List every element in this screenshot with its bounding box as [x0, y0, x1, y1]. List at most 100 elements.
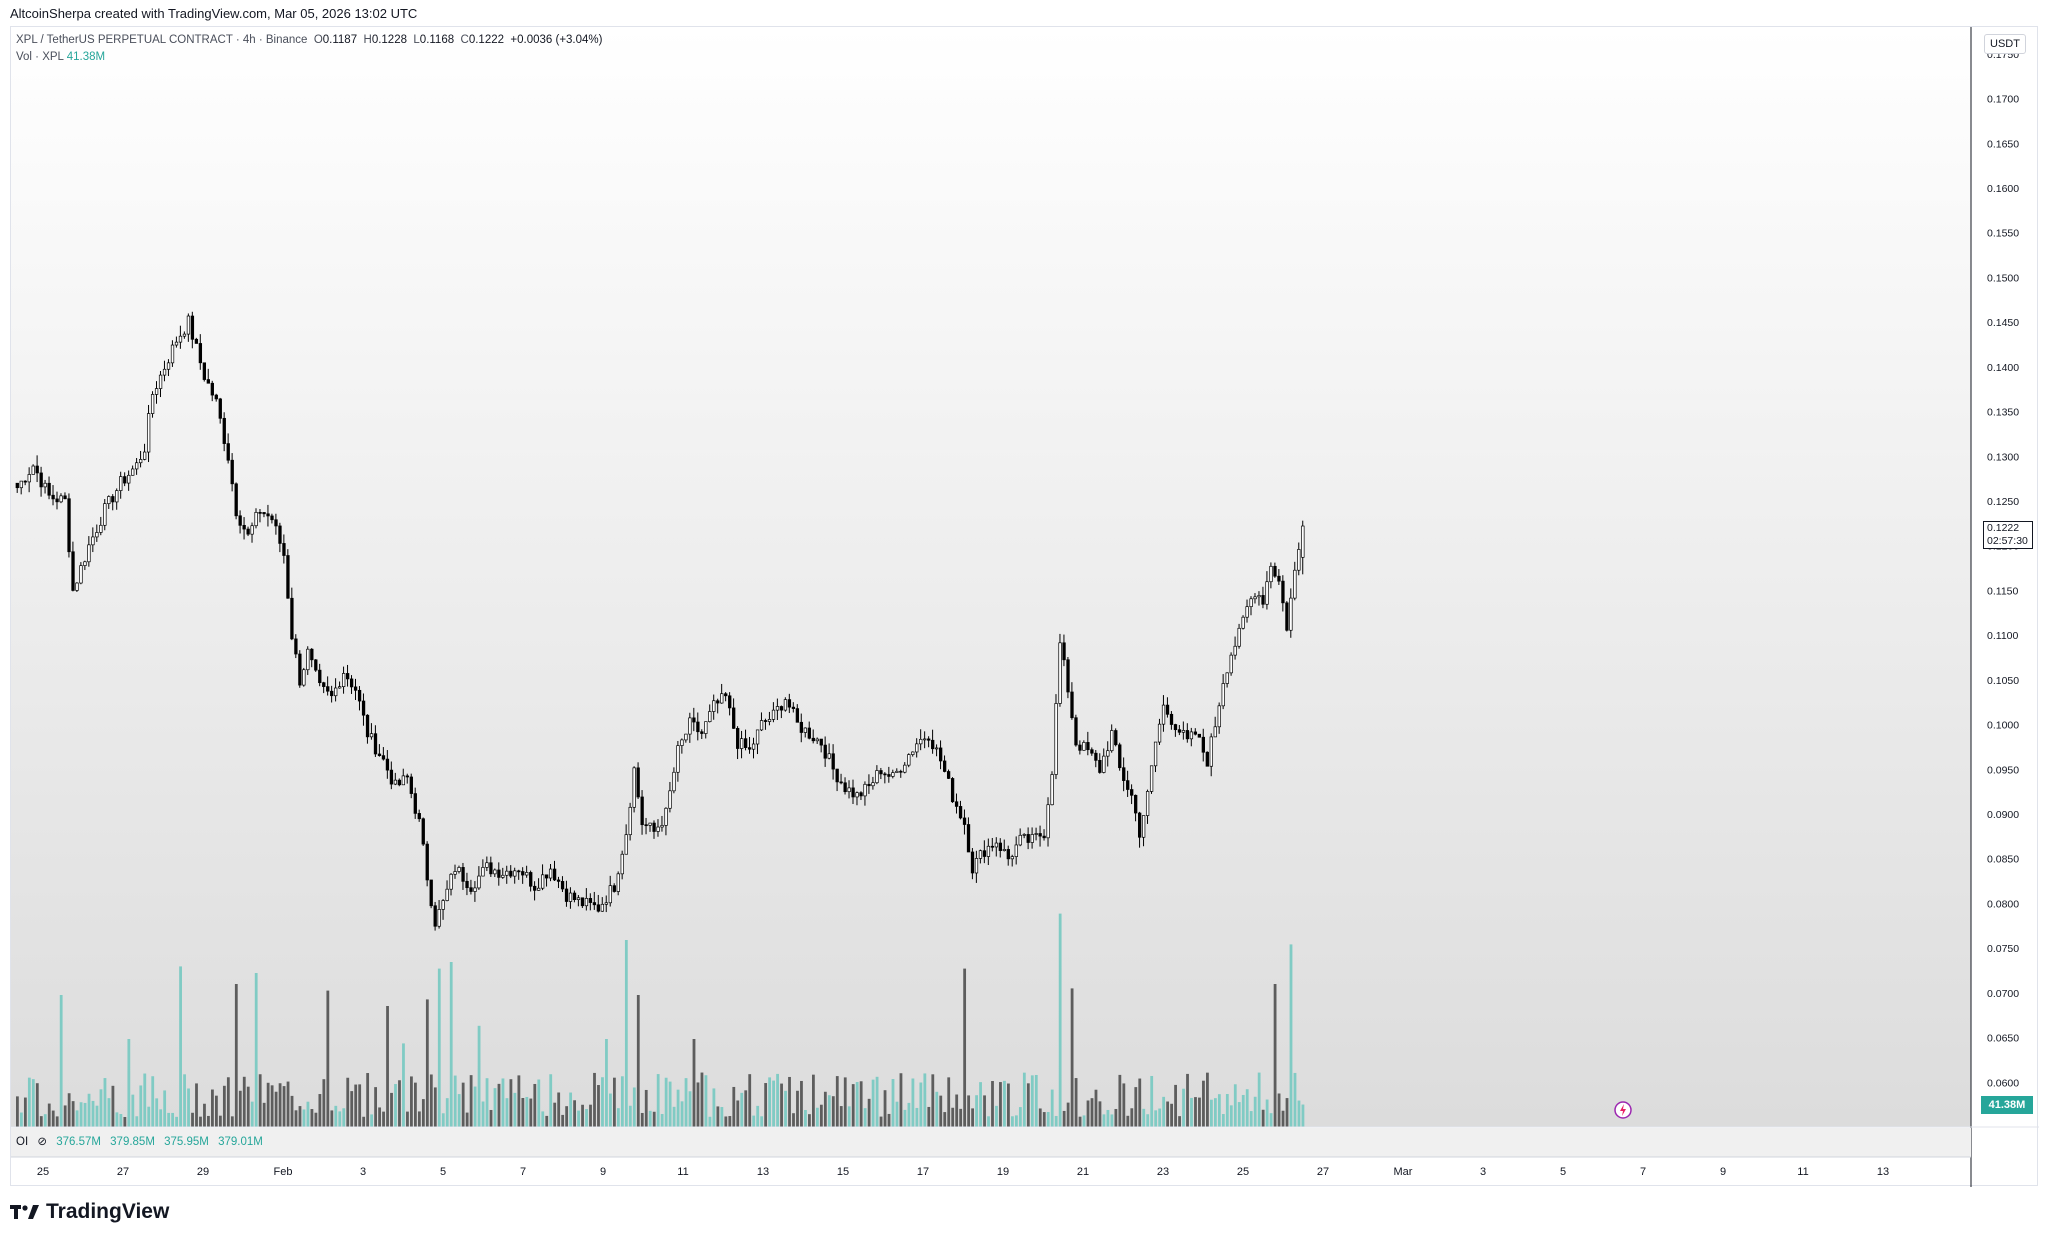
volume-bar — [211, 1089, 214, 1127]
candle — [1293, 561, 1297, 601]
candle — [310, 648, 314, 668]
volume-bar — [139, 1085, 143, 1127]
price-tick-label: 0.1400 — [1987, 362, 2019, 374]
volume-bar — [207, 1115, 210, 1127]
volume-bar — [1154, 1110, 1158, 1127]
volume-bar — [1245, 1089, 1249, 1127]
volume-bar — [1038, 1108, 1042, 1127]
volume-bar — [51, 1110, 55, 1127]
price-tick-label: 0.1300 — [1987, 451, 2019, 463]
currency-selector[interactable]: USDT — [1984, 34, 2026, 54]
volume-bar — [672, 1106, 676, 1127]
volume-bar — [947, 1077, 951, 1127]
candle — [71, 541, 75, 592]
volume-bar — [959, 1108, 963, 1127]
volume-bar — [1138, 1078, 1142, 1127]
candle — [107, 495, 111, 509]
volume-bar — [250, 1101, 254, 1127]
volume-bar — [847, 1106, 851, 1127]
candle — [1201, 728, 1205, 762]
candle — [365, 714, 370, 744]
candle — [1177, 725, 1182, 736]
price-chart[interactable]: 0.17500.17000.16500.16000.15500.15000.14… — [11, 27, 2039, 1187]
volume-bar — [692, 1039, 696, 1127]
candle — [39, 466, 43, 497]
volume-bar — [366, 1073, 370, 1127]
candle — [306, 646, 310, 675]
candle — [290, 587, 294, 641]
volume-bar — [222, 1085, 226, 1127]
candle — [425, 841, 429, 887]
time-tick-label: Mar — [1394, 1166, 1413, 1178]
volume-bar — [732, 1086, 736, 1127]
price-tick-label: 0.1250 — [1987, 496, 2019, 508]
volume-bar — [1202, 1080, 1205, 1127]
candle — [1165, 697, 1170, 718]
candle — [453, 864, 457, 879]
volume-bar — [1030, 1075, 1034, 1127]
candle — [879, 767, 883, 780]
eye-off-icon[interactable]: ⊘ — [37, 1136, 47, 1148]
tradingview-brand[interactable]: TradingView — [10, 1200, 169, 1224]
candle — [1102, 748, 1106, 774]
candle — [548, 863, 553, 882]
candle — [55, 491, 59, 510]
lightning-alert-icon[interactable] — [1614, 1101, 1632, 1119]
candle — [1245, 599, 1249, 623]
candle — [911, 751, 915, 757]
chart-frame[interactable]: 0.1750 0.1700 0.1650 0.1600 0.1550 0.1500 0.14… — [10, 26, 2039, 1187]
candle — [644, 817, 648, 835]
volume-bar — [314, 1112, 318, 1127]
candle — [63, 492, 67, 500]
volume-bar — [111, 1085, 115, 1127]
candle — [684, 733, 688, 743]
candle — [461, 862, 465, 890]
oi-label[interactable]: OI — [16, 1136, 29, 1148]
candle — [254, 508, 258, 529]
volume-bar — [565, 1106, 569, 1127]
open-label: O — [313, 34, 323, 46]
volume-bar — [688, 1091, 692, 1127]
volume-bar — [1146, 1114, 1150, 1127]
volume-bar — [394, 1084, 397, 1127]
volume-bar — [1046, 1112, 1050, 1127]
volume-bar — [262, 1102, 266, 1127]
candle — [624, 824, 628, 855]
volume-bar — [768, 1077, 772, 1127]
volume-bar — [270, 1085, 274, 1127]
candle — [907, 753, 911, 768]
candle — [334, 678, 338, 702]
volume-label[interactable]: Vol · XPL — [16, 51, 64, 63]
candle — [533, 881, 537, 901]
candle — [974, 850, 979, 883]
candle — [990, 837, 995, 852]
symbol-label[interactable]: XPL / TetherUS PERPETUAL CONTRACT · 4h ·… — [16, 34, 308, 46]
candle — [373, 725, 378, 757]
volume-bar — [226, 1077, 230, 1127]
volume-bar — [1062, 1110, 1066, 1127]
volume-bar — [67, 1093, 71, 1127]
candle — [1229, 652, 1233, 676]
volume-bar — [871, 1079, 875, 1127]
volume-bar — [712, 1088, 716, 1127]
candle — [779, 705, 784, 719]
candle — [1122, 757, 1126, 792]
volume-bar — [406, 1111, 409, 1127]
volume-bar — [218, 1115, 222, 1127]
candle — [298, 650, 302, 688]
volume-bar — [752, 1115, 756, 1127]
volume-bar — [1050, 1089, 1054, 1127]
candle — [338, 681, 342, 689]
volume-bar — [815, 1107, 819, 1127]
time-tick-label: Feb — [274, 1166, 293, 1178]
volume-bar — [477, 1025, 481, 1127]
volume-bar — [473, 1086, 477, 1127]
candle — [51, 485, 55, 506]
candle — [1217, 702, 1221, 734]
time-tick-label: 25 — [37, 1166, 49, 1178]
volume-bar — [640, 1112, 644, 1127]
volume-bar — [1229, 1105, 1233, 1127]
volume-bar — [1269, 1113, 1273, 1127]
price-tick-label: 0.0600 — [1987, 1077, 2019, 1089]
volume-bar — [772, 1080, 775, 1127]
